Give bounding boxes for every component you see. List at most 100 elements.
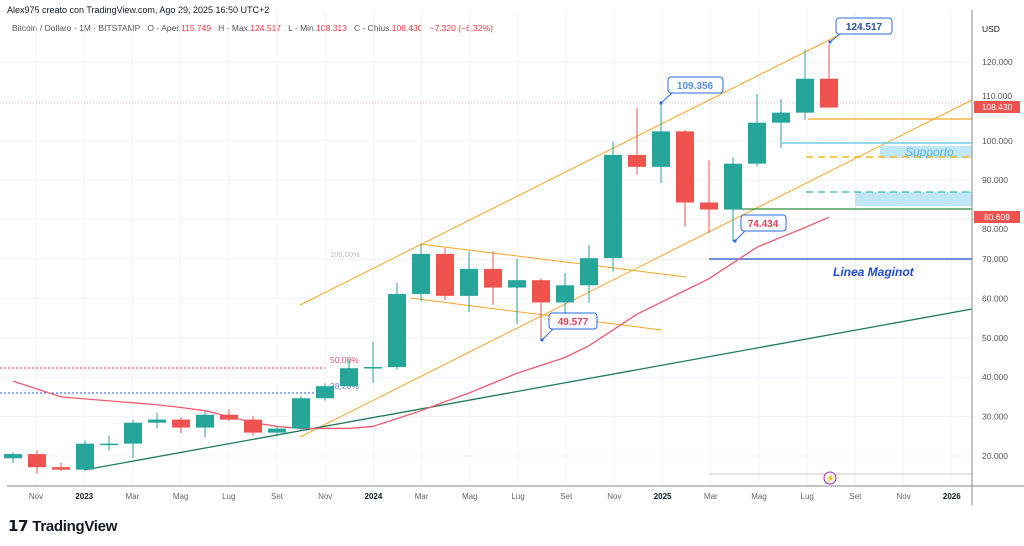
callout-49577-text: 49.577 (558, 317, 589, 328)
candle-body (172, 419, 190, 428)
maginot-label: Linea Maginot (833, 265, 915, 279)
time-tick-label: 2023 (75, 492, 93, 501)
callout-124517: 124.517 (828, 17, 893, 44)
candle-body (628, 154, 646, 167)
candle-body (268, 428, 286, 433)
time-tick-label: Mar (415, 492, 429, 501)
lower-channel-line (299, 99, 973, 438)
change-value: −7.320 (−6,32%) (429, 23, 493, 33)
candle-body (196, 414, 214, 428)
time-tick-label: Nov (29, 492, 43, 501)
candle-body (316, 386, 334, 399)
price-tick-label: 70.000 (982, 254, 1008, 264)
ma-price-tag: 80.609 (974, 211, 1020, 223)
time-tick-label: Nov (607, 492, 621, 501)
open-value: 115.749 (180, 23, 212, 33)
price-tick-label: 60.000 (982, 293, 1008, 303)
price-axis[interactable]: 20.000 30.000 40.000 50.000 60.000 70.000 80.0… (982, 57, 1013, 461)
time-tick-label: Set (271, 492, 284, 501)
candles (4, 44, 838, 474)
support-zone-lower (855, 192, 972, 206)
price-tick-label: 20.000 (982, 451, 1008, 461)
candle-body (244, 419, 262, 433)
candle-body (748, 122, 766, 164)
callout-49577: 49.577 (540, 312, 598, 342)
time-tick-label: 2025 (654, 492, 672, 501)
time-tick-label: Lug (801, 492, 814, 501)
candle-body (124, 422, 142, 444)
candle-body (436, 253, 454, 296)
time-tick-label: 2024 (365, 492, 383, 501)
candle-body (820, 78, 838, 108)
candle-body (76, 443, 94, 470)
author-line: Alex975 creato con TradingView.com, Ago … (7, 5, 270, 15)
time-tick-label: Set (560, 492, 573, 501)
price-tick-label: 90.000 (982, 175, 1008, 185)
price-tick-label: 100.000 (982, 136, 1013, 146)
currency-label: USD (982, 24, 1000, 34)
candle-body (796, 78, 814, 113)
candle-body (100, 443, 118, 446)
low-value: 108.313 (316, 23, 347, 33)
candle-body (364, 367, 382, 369)
price-tick-label: 50.000 (982, 333, 1008, 343)
candle-body (652, 131, 670, 167)
candle-body (52, 467, 70, 470)
open-label: O - Aper. (147, 23, 181, 33)
candle-body (460, 268, 478, 296)
candle-body (556, 285, 574, 303)
symbol-name: Bitcoin / Dollaro · 1M · BITSTAMP (12, 23, 141, 33)
callout-74434-text: 74.434 (748, 219, 779, 230)
low-label: L - Min. (288, 23, 317, 33)
time-tick-label: 2026 (943, 492, 961, 501)
candle-body (724, 163, 742, 210)
close-value: 108.430 (391, 23, 423, 33)
moving-average (12, 216, 830, 430)
support-label: Supporto (905, 145, 954, 159)
candle-body (4, 454, 22, 459)
time-tick-label: Mag (173, 492, 189, 501)
price-tick-label: 40.000 (982, 372, 1008, 382)
callout-124517-text: 124.517 (846, 22, 883, 33)
time-tick-label: Mar (704, 492, 718, 501)
callouts: 124.517 109.356 74.434 49.577 (540, 17, 893, 342)
time-tick-label: Lug (222, 492, 235, 501)
candle-body (532, 280, 550, 303)
candle-body (28, 454, 46, 468)
time-tick-label: Lug (511, 492, 524, 501)
candle-body (508, 280, 526, 288)
time-tick-label: Nov (318, 492, 332, 501)
support-zone (880, 146, 972, 158)
high-label: H - Max. (218, 23, 251, 33)
lightning-glyph: ⚡ (825, 473, 835, 483)
candle-body (148, 419, 166, 423)
ma-price-value: 80.609 (984, 212, 1010, 222)
last-price-tag: 108.430 (974, 101, 1020, 113)
close-label: C - Chius. (353, 23, 392, 33)
callout-109356: 109.356 (659, 76, 724, 105)
time-tick-label: Nov (896, 492, 910, 501)
tradingview-logo-icon: 𝟭𝟳 (8, 518, 29, 535)
candle-body (484, 268, 502, 288)
lightning-icon (823, 471, 837, 485)
high-value: 124.517 (250, 23, 282, 33)
candle-body (700, 202, 718, 210)
last-price-value: 108.430 (982, 102, 1013, 112)
time-tick-label: Set (849, 492, 862, 501)
time-tick-label: Mag (462, 492, 478, 501)
time-axis[interactable]: Nov 2023 Mar Mag Lug Set Nov 2024 Mar Mag Lug Set No… (29, 492, 961, 501)
price-tick-label: 120.000 (982, 57, 1013, 67)
flag-lower-line (409, 297, 663, 331)
callout-109356-text: 109.356 (677, 81, 714, 92)
candle-body (340, 368, 358, 387)
symbol-legend: Bitcoin / Dollaro · 1M · BITSTAMP O - Ap… (12, 23, 493, 33)
callout-74434: 74.434 (733, 214, 787, 243)
candle-body (772, 112, 790, 123)
time-tick-label: Mag (751, 492, 767, 501)
fib-100-label: 100,00% (330, 250, 360, 259)
tradingview-logo[interactable]: 𝟭𝟳 TradingView (8, 517, 117, 535)
candle-body (388, 293, 406, 368)
time-tick-label: Mar (126, 492, 140, 501)
